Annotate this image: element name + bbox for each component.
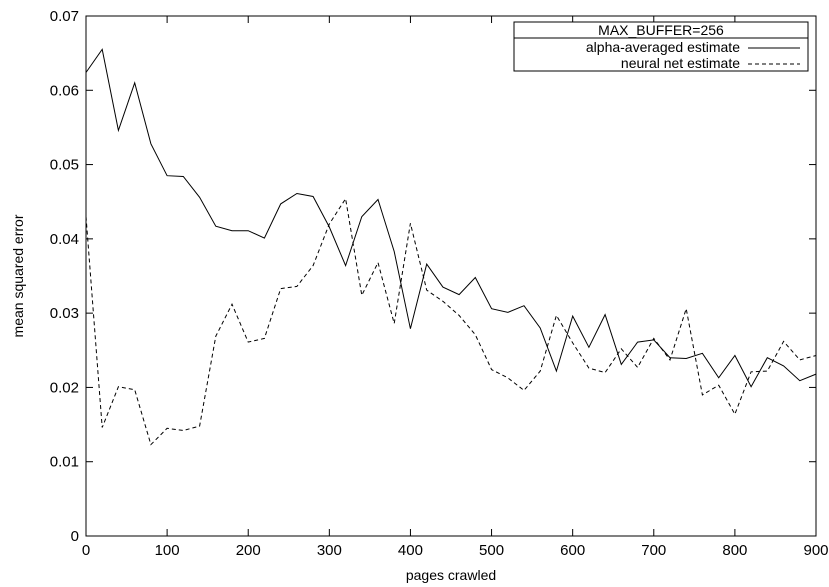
x-tick-label: 500 [479, 542, 504, 559]
y-tick-label: 0.07 [50, 8, 79, 25]
x-axis-label: pages crawled [406, 567, 496, 583]
x-tick-label: 400 [398, 542, 423, 559]
y-tick-label: 0.01 [50, 454, 79, 471]
x-tick-label: 800 [722, 542, 747, 559]
legend: MAX_BUFFER=256 alpha-averaged estimate n… [513, 21, 809, 72]
series-line-alpha-averaged [85, 48, 817, 388]
y-tick-label: 0.02 [50, 379, 79, 396]
y-tick-label: 0.05 [50, 157, 79, 174]
y-axis-label: mean squared error [10, 214, 26, 337]
y-axis-ticks: 0 0.01 0.02 0.03 0.04 0.05 0.06 0.07 [50, 8, 816, 545]
legend-box [513, 21, 809, 72]
y-tick-label: 0 [71, 528, 79, 545]
series-layer [85, 48, 817, 446]
y-tick-label: 0.06 [50, 82, 79, 99]
x-tick-label: 900 [803, 542, 828, 559]
x-tick-label: 700 [641, 542, 666, 559]
x-tick-label: 300 [317, 542, 342, 559]
plot-area-frame [85, 15, 817, 537]
legend-entry-label-neural-net: neural net estimate [621, 55, 740, 71]
legend-entry-label-alpha-averaged: alpha-averaged estimate [586, 39, 740, 55]
x-tick-label: 100 [155, 542, 180, 559]
x-axis-ticks: 0 100 200 300 400 500 600 700 800 900 [82, 16, 829, 559]
legend-title: MAX_BUFFER=256 [598, 22, 724, 38]
x-tick-label: 600 [560, 542, 585, 559]
x-tick-label: 200 [236, 542, 261, 559]
y-tick-label: 0.03 [50, 305, 79, 322]
series-line-neural-net [85, 197, 817, 446]
y-tick-label: 0.04 [50, 231, 79, 248]
x-tick-label: 0 [82, 542, 90, 559]
